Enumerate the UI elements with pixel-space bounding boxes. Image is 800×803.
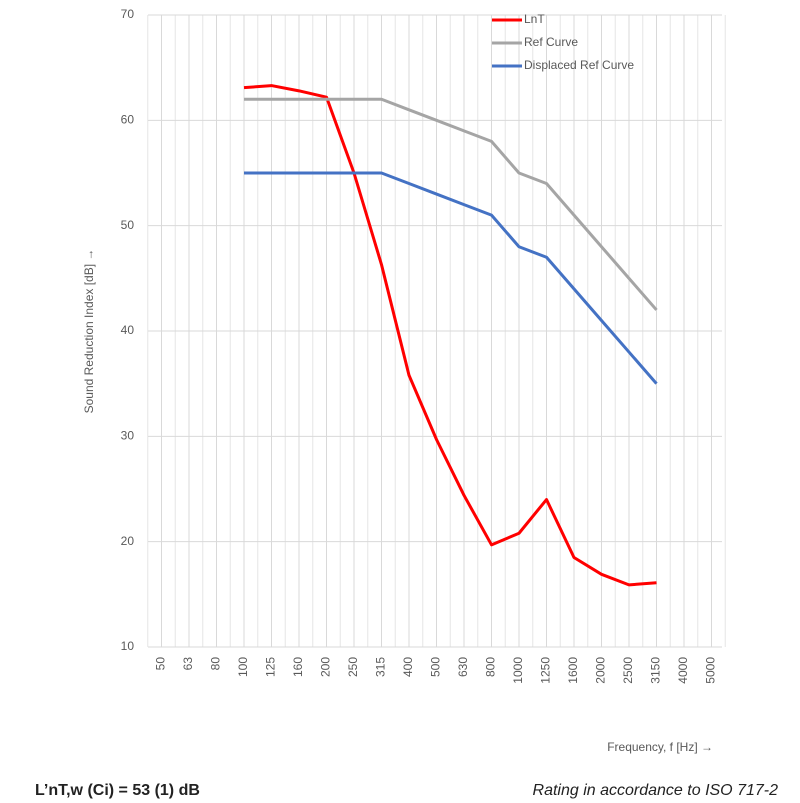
- y-tick-label: 10: [121, 639, 135, 653]
- x-tick-label: 5000: [704, 657, 718, 684]
- x-tick-label: 160: [291, 657, 305, 677]
- x-tick-label: 315: [374, 657, 388, 677]
- legend-label: Displaced Ref Curve: [524, 58, 634, 72]
- x-tick-label: 1250: [539, 657, 553, 684]
- x-tick-label: 2500: [621, 657, 635, 684]
- legend-label: Ref Curve: [524, 35, 578, 49]
- x-tick-label: 250: [346, 657, 360, 677]
- legend-label: LnT: [524, 12, 545, 26]
- x-tick-label: 400: [401, 657, 415, 677]
- line-series: [243, 84, 657, 587]
- x-tick-label: 2000: [594, 657, 608, 684]
- x-tick-label: 800: [484, 657, 498, 677]
- line-series: [244, 171, 658, 385]
- x-tick-label: 3150: [649, 657, 663, 684]
- rating-note: Rating in accordance to ISO 717-2: [533, 782, 779, 799]
- line-series: [244, 97, 658, 311]
- y-axis-title: Sound Reduction Index [dB] →: [82, 249, 96, 414]
- x-tick-label: 63: [181, 657, 195, 671]
- y-tick-label: 20: [121, 534, 135, 548]
- y-tick-label: 30: [121, 429, 135, 443]
- x-tick-label: 80: [209, 657, 223, 671]
- x-tick-label: 1000: [511, 657, 525, 684]
- y-tick-label: 40: [121, 323, 135, 337]
- x-tick-label: 100: [236, 657, 250, 677]
- x-tick-label: 630: [456, 657, 470, 677]
- x-tick-label: 1600: [566, 657, 580, 684]
- x-tick-label: 200: [319, 657, 333, 677]
- x-tick-label: 50: [154, 657, 168, 671]
- x-axis-title: Frequency, f [Hz] →: [607, 740, 713, 754]
- x-tick-label: 4000: [676, 657, 690, 684]
- y-tick-label: 70: [121, 7, 135, 21]
- rating-result: L’nT,w (Ci) = 53 (1) dB: [35, 782, 200, 799]
- x-tick-label: 500: [429, 657, 443, 677]
- y-tick-label: 60: [121, 113, 135, 127]
- y-tick-label: 50: [121, 218, 135, 232]
- x-tick-label: 125: [264, 657, 278, 677]
